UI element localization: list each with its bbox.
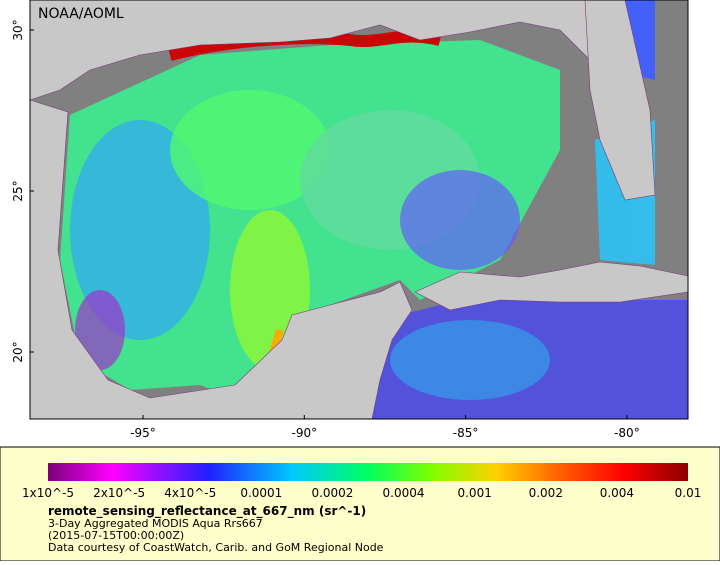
lon-tick-label: -95° bbox=[130, 426, 156, 440]
colorbar-label: 0.0002 bbox=[311, 486, 353, 500]
legend-line: Data courtesy of CoastWatch, Carib. and … bbox=[48, 541, 384, 554]
legend-line: (2015-07-15T00:00:00Z) bbox=[48, 529, 184, 542]
lat-tick-label: 30° bbox=[11, 19, 25, 40]
lon-tick-label: -85° bbox=[453, 426, 479, 440]
land bbox=[29, 0, 689, 420]
mexico bbox=[29, 99, 413, 420]
colorbar-label: 0.0001 bbox=[240, 486, 282, 500]
watermark: NOAA/AOML bbox=[38, 6, 124, 22]
lat-tick-label: 25° bbox=[11, 180, 25, 201]
colorbar-label: 0.0004 bbox=[383, 486, 425, 500]
lon-tick-label: -80° bbox=[614, 426, 640, 440]
colorbar-label: 1x10^-5 bbox=[22, 486, 74, 500]
map-frame bbox=[29, 0, 689, 420]
variable-name: remote_sensing_reflectance_at_667_nm (sr… bbox=[48, 504, 366, 519]
colorbar-label: 0.004 bbox=[600, 486, 634, 500]
legend-line: 3-Day Aggregated MODIS Aqua Rrs667 bbox=[48, 517, 263, 530]
lon-tick-label: -90° bbox=[291, 426, 317, 440]
colorbar-label: 0.001 bbox=[457, 486, 491, 500]
colorbar-labels: 1x10^-5 2x10^-5 4x10^-5 0.0001 0.0002 0.0004 0… bbox=[22, 486, 701, 500]
colorbar bbox=[48, 463, 688, 481]
axes: 30° 25° 20° -95° -90° -85° -80° bbox=[11, 19, 640, 440]
colorbar-label: 0.01 bbox=[675, 486, 702, 500]
florida bbox=[584, 0, 656, 201]
colorbar-label: 2x10^-5 bbox=[93, 486, 145, 500]
colorbar-label: 0.002 bbox=[529, 486, 563, 500]
lat-tick-label: 20° bbox=[11, 341, 25, 362]
legend-lines: 3-Day Aggregated MODIS Aqua Rrs667(2015-… bbox=[48, 517, 384, 554]
us-land bbox=[29, 0, 601, 101]
colorbar-label: 4x10^-5 bbox=[164, 486, 216, 500]
